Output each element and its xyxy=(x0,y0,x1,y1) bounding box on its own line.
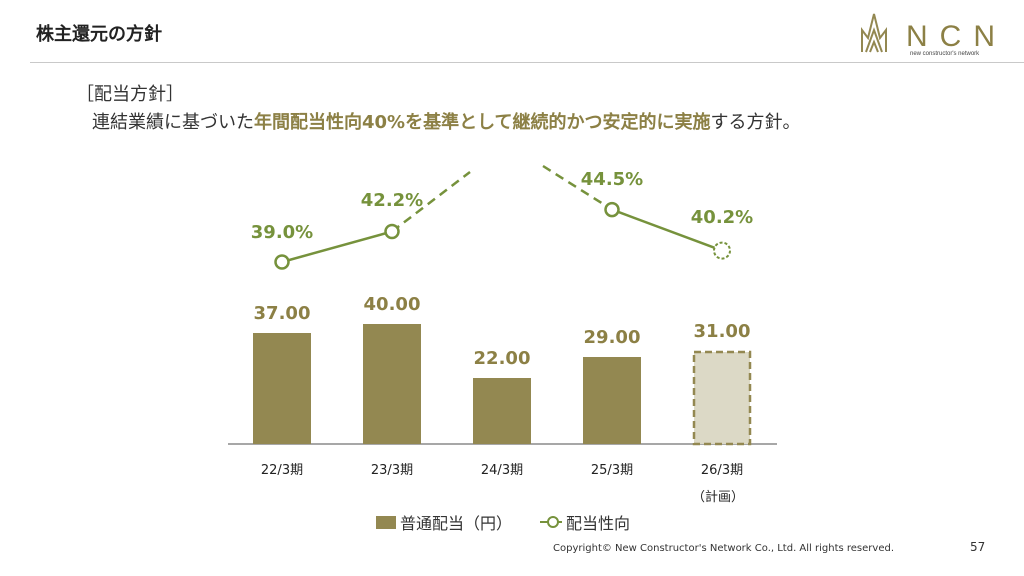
legend-label-payout: 配当性向 xyxy=(566,514,631,533)
bar-0 xyxy=(253,333,311,444)
payout-marker-1 xyxy=(384,223,400,240)
payout-value-label-3: 44.5% xyxy=(581,169,643,190)
chart-legend: 普通配当（円） 配当性向 xyxy=(376,510,658,534)
payout-line-segment-3 xyxy=(611,208,723,252)
x-tick-sublabel-4: （計画） xyxy=(692,489,744,505)
page-title: 株主還元の方針 xyxy=(36,24,162,45)
page-number: 57 xyxy=(970,540,986,554)
policy-text-after: する方針。 xyxy=(710,112,801,133)
payout-value-label-1: 42.2% xyxy=(361,190,423,211)
ncn-logo: NCN new constructor's network xyxy=(858,8,1008,58)
payout-line-segment-2 xyxy=(542,164,613,211)
x-tick-label-4: 26/3期 xyxy=(701,463,743,478)
legend-item-dividend: 普通配当（円） xyxy=(376,510,512,534)
payout-value-label-0: 39.0% xyxy=(251,222,313,243)
x-tick-label-3: 25/3期 xyxy=(591,463,633,478)
legend-label-dividend: 普通配当（円） xyxy=(400,514,513,533)
bar-value-label-0: 37.00 xyxy=(254,303,311,324)
payout-marker-4 xyxy=(713,241,731,260)
bar-value-label-2: 22.00 xyxy=(474,348,531,369)
payout-marker-3 xyxy=(604,201,620,218)
bar-3 xyxy=(583,357,641,444)
header-divider xyxy=(30,62,1024,63)
bar-value-label-4: 31.00 xyxy=(694,321,751,342)
policy-heading: ［配当方針］ xyxy=(76,84,184,105)
payout-marker-0 xyxy=(274,254,290,270)
x-tick-label-1: 23/3期 xyxy=(371,463,413,478)
legend-item-payout: 配当性向 xyxy=(540,510,630,534)
bar-1 xyxy=(363,324,421,444)
legend-line-swatch xyxy=(540,516,563,528)
x-tick-label-0: 22/3期 xyxy=(261,463,303,478)
policy-text: 連結業績に基づいた年間配当性向40%を基準として継続的かつ安定的に実施する方針。 xyxy=(92,108,801,134)
legend-bar-swatch xyxy=(376,515,396,529)
bar-value-label-3: 29.00 xyxy=(584,327,641,348)
payout-line-segment-0 xyxy=(281,230,393,264)
bar-value-label-1: 40.00 xyxy=(364,294,421,315)
payout-line-segment-1 xyxy=(391,171,471,233)
logo-text: NCN xyxy=(906,20,1007,53)
logo-subtext: new constructor's network xyxy=(910,51,980,57)
payout-value-label-4: 40.2% xyxy=(691,207,753,228)
x-tick-label-2: 24/3期 xyxy=(481,463,523,478)
copyright: Copyright© New Constructor's Network Co.… xyxy=(553,543,895,554)
bar-4 xyxy=(692,350,752,446)
policy-text-highlight: 年間配当性向40%を基準として継続的かつ安定的に実施 xyxy=(254,112,711,133)
bar-2 xyxy=(473,378,531,444)
policy-text-before: 連結業績に基づいた xyxy=(92,112,254,133)
